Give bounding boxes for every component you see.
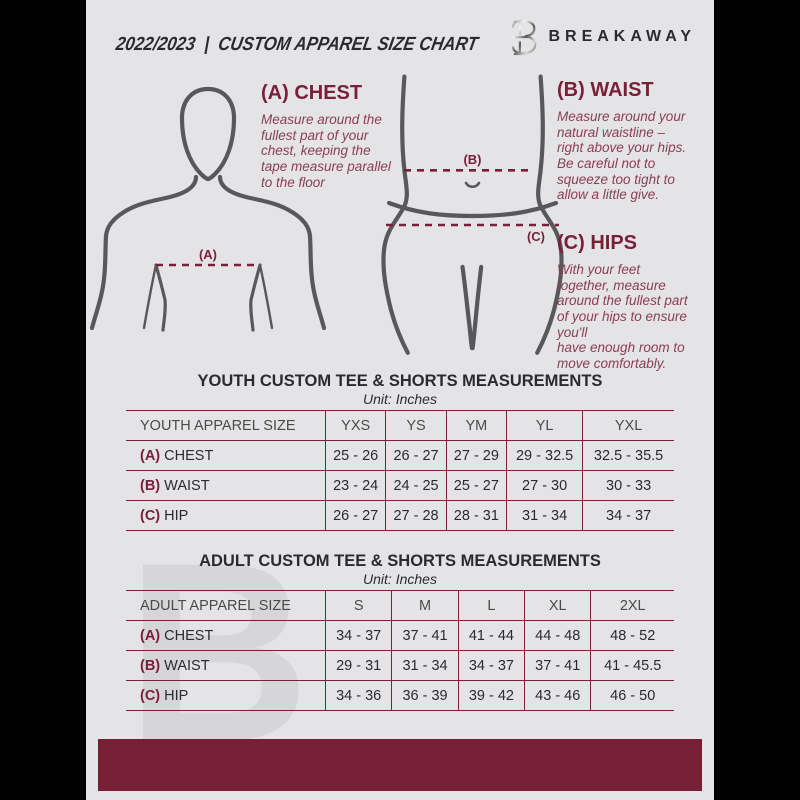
svg-text:(B): (B) [463, 152, 481, 167]
svg-text:(C): (C) [527, 229, 545, 244]
